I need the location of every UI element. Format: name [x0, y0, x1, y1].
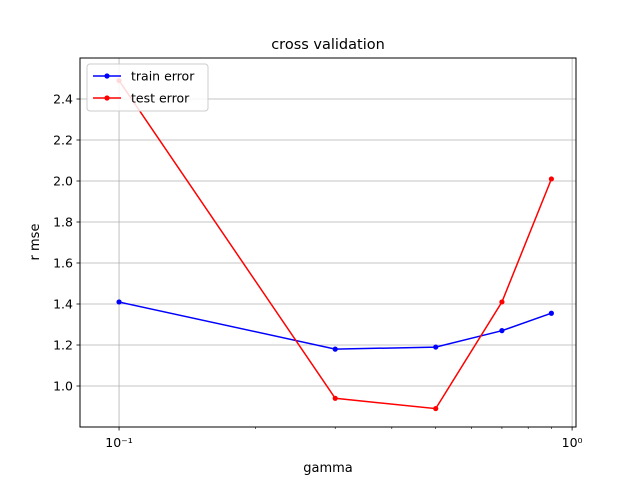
legend-marker — [104, 73, 110, 79]
legend-marker — [104, 95, 110, 101]
plot-area-frame — [79, 57, 577, 428]
legend-label: train error — [131, 69, 195, 84]
x-tick-label: 10⁻¹ — [105, 435, 133, 450]
data-point — [116, 299, 122, 305]
x-tick-label: 10⁰ — [562, 435, 583, 450]
y-tick-label: 2.2 — [53, 133, 73, 148]
x-axis-label: gamma — [303, 461, 353, 476]
y-tick-label: 1.0 — [53, 379, 73, 394]
y-tick-label: 1.6 — [53, 256, 73, 271]
data-point — [499, 299, 505, 305]
y-tick-label: 2.4 — [53, 92, 73, 107]
chart-title: cross validation — [271, 37, 385, 53]
y-tick-label: 1.8 — [53, 215, 73, 230]
legend-label: test error — [131, 91, 190, 106]
data-point — [332, 346, 338, 352]
y-axis-label: r mse — [28, 224, 43, 261]
data-point — [548, 310, 554, 316]
data-point — [548, 176, 554, 182]
legend: train error test error — [86, 63, 209, 112]
data-point — [499, 328, 505, 334]
y-tick-label: 1.2 — [53, 338, 73, 353]
data-point — [433, 405, 439, 412]
axis-ticks: 1.0 1.2 1.4 1.6 1.8 2.0 2.2 2.4 10⁻¹ 10⁰ — [53, 92, 582, 451]
y-tick-label: 2.0 — [53, 174, 73, 189]
y-tick-label: 1.4 — [53, 297, 73, 312]
data-point — [433, 344, 439, 350]
data-point — [332, 395, 338, 401]
